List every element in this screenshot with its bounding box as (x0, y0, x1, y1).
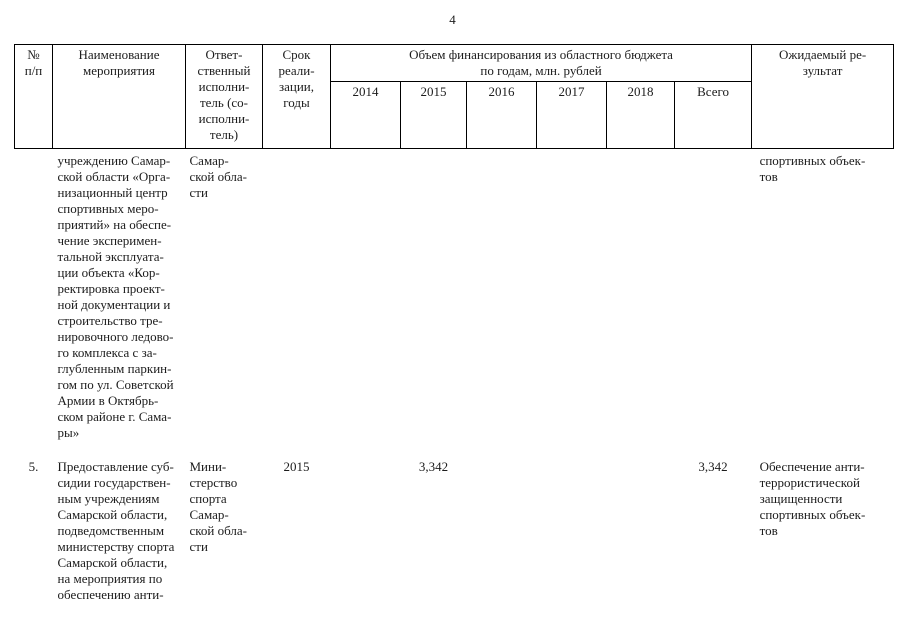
table-row: 5. Предоставление суб- сидии государстве… (15, 455, 894, 603)
cell-executor: Самар- ской обла- сти (189, 153, 248, 200)
cell-num (15, 149, 53, 456)
cell-term: 2015 (283, 459, 310, 474)
header-year-2015: 2015 (400, 81, 467, 149)
cell-executor: Мини- стерство спорта Самар- ской обла- … (189, 459, 248, 554)
header-name: Наименование мероприятия (52, 44, 186, 149)
header-total: Всего (673, 81, 753, 149)
header-executor: Ответ- ственный исполни- тель (со- испол… (185, 44, 263, 149)
page-number: 4 (449, 12, 456, 27)
cell-2015: 3,342 (418, 459, 449, 474)
cell-num: 5. (28, 459, 39, 474)
header-financing: Объем финансирования из областного бюдже… (329, 44, 753, 82)
cell-2016 (467, 149, 537, 456)
header-year-2018: 2018 (606, 81, 675, 149)
cell-measure-name: учреждению Самар- ской области «Орга- ни… (57, 153, 174, 440)
cell-result: спортивных объек- тов (759, 153, 866, 184)
cell-result: Обеспечение анти- террористической защищ… (759, 459, 866, 538)
cell-2016 (467, 455, 537, 603)
table-header: № п/п Наименование мероприятия Ответ- ст… (14, 44, 895, 149)
cell-2014 (331, 455, 401, 603)
table-body: учреждению Самар- ской области «Орга- ни… (15, 149, 894, 604)
cell-2014 (331, 149, 401, 456)
cell-2017 (537, 149, 607, 456)
cell-term (263, 149, 331, 456)
cell-2018 (607, 455, 675, 603)
header-year-2017: 2017 (536, 81, 607, 149)
cell-total: 3,342 (698, 459, 728, 474)
header-year-2016: 2016 (466, 81, 537, 149)
header-year-2014: 2014 (330, 81, 401, 149)
financing-table: № п/п Наименование мероприятия Ответ- ст… (14, 44, 895, 604)
cell-2015 (401, 149, 467, 456)
table-row: учреждению Самар- ской области «Орга- ни… (15, 149, 894, 456)
header-term: Срок реали- зации, годы (262, 44, 331, 149)
cell-2018 (607, 149, 675, 456)
header-result: Ожидаемый ре- зультат (751, 44, 895, 149)
cell-total (675, 149, 752, 456)
cell-2017 (537, 455, 607, 603)
cell-measure-name: Предоставление суб- сидии государствен- … (57, 459, 175, 602)
header-num: № п/п (14, 44, 53, 149)
